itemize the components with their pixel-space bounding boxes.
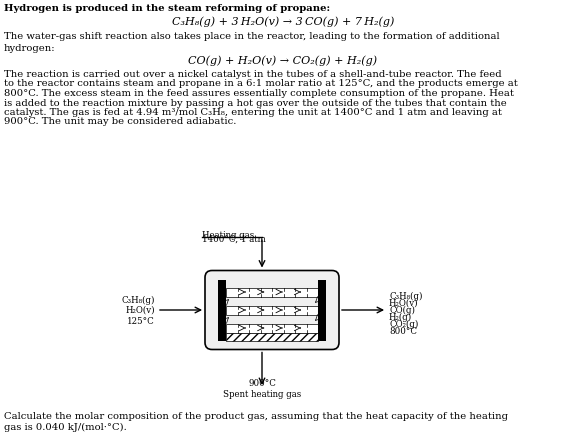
Text: to the reactor contains steam and propane in a 6:1 molar ratio at 125°C, and the: to the reactor contains steam and propan… [4,79,518,88]
Bar [226,306,318,314]
Text: Spent heating gas: Spent heating gas [223,390,301,399]
Text: is added to the reaction mixture by passing a hot gas over the outside of the tu: is added to the reaction mixture by pass… [4,99,507,107]
FancyBboxPatch shape [205,271,339,350]
Text: Calculate the molar composition of the product gas, assuming that the heat capac: Calculate the molar composition of the p… [4,412,508,421]
Text: 900°C. The unit may be considered adiabatic.: 900°C. The unit may be considered adiaba… [4,117,237,127]
Text: 800°C: 800°C [389,326,417,335]
Text: H₂(g): H₂(g) [389,313,412,322]
Text: catalyst. The gas is fed at 4.94 m³/mol C₃H₈, entering the unit at 1400°C and 1 : catalyst. The gas is fed at 4.94 m³/mol … [4,108,502,117]
Text: CO₂(g): CO₂(g) [389,319,418,329]
Bar [226,323,318,333]
Text: C₃H₈(g) + 3 H₂O(v) → 3 CO(g) + 7 H₂(g): C₃H₈(g) + 3 H₂O(v) → 3 CO(g) + 7 H₂(g) [172,16,394,27]
Text: H₂O(v): H₂O(v) [389,298,419,307]
Bar [318,280,326,340]
Bar [226,333,318,340]
Text: C₃H₈(g): C₃H₈(g) [122,296,155,305]
Text: CO(g) + H₂O(v) → CO₂(g) + H₂(g): CO(g) + H₂O(v) → CO₂(g) + H₂(g) [188,55,378,66]
Bar [218,280,226,340]
Text: gas is 0.040 kJ/(mol·°C).: gas is 0.040 kJ/(mol·°C). [4,423,127,432]
Text: 800°C. The excess steam in the feed assures essentially complete consumption of : 800°C. The excess steam in the feed assu… [4,89,514,98]
Text: The water-gas shift reaction also takes place in the reactor, leading to the for: The water-gas shift reaction also takes … [4,32,500,53]
Text: 125°C: 125°C [127,317,155,326]
Text: H₂O(v): H₂O(v) [126,306,155,314]
Text: 900°C: 900°C [248,379,276,388]
Text: The reaction is carried out over a nickel catalyst in the tubes of a shell-and-t: The reaction is carried out over a nicke… [4,70,501,79]
Bar [226,288,318,297]
Text: C₃H₈(g): C₃H₈(g) [389,291,422,301]
Text: Heating gas: Heating gas [202,231,254,240]
Text: Hydrogen is produced in the steam reforming of propane:: Hydrogen is produced in the steam reform… [4,4,330,13]
Text: 1400°C, 1 atm: 1400°C, 1 atm [202,235,266,244]
Text: CO(g): CO(g) [389,306,415,314]
